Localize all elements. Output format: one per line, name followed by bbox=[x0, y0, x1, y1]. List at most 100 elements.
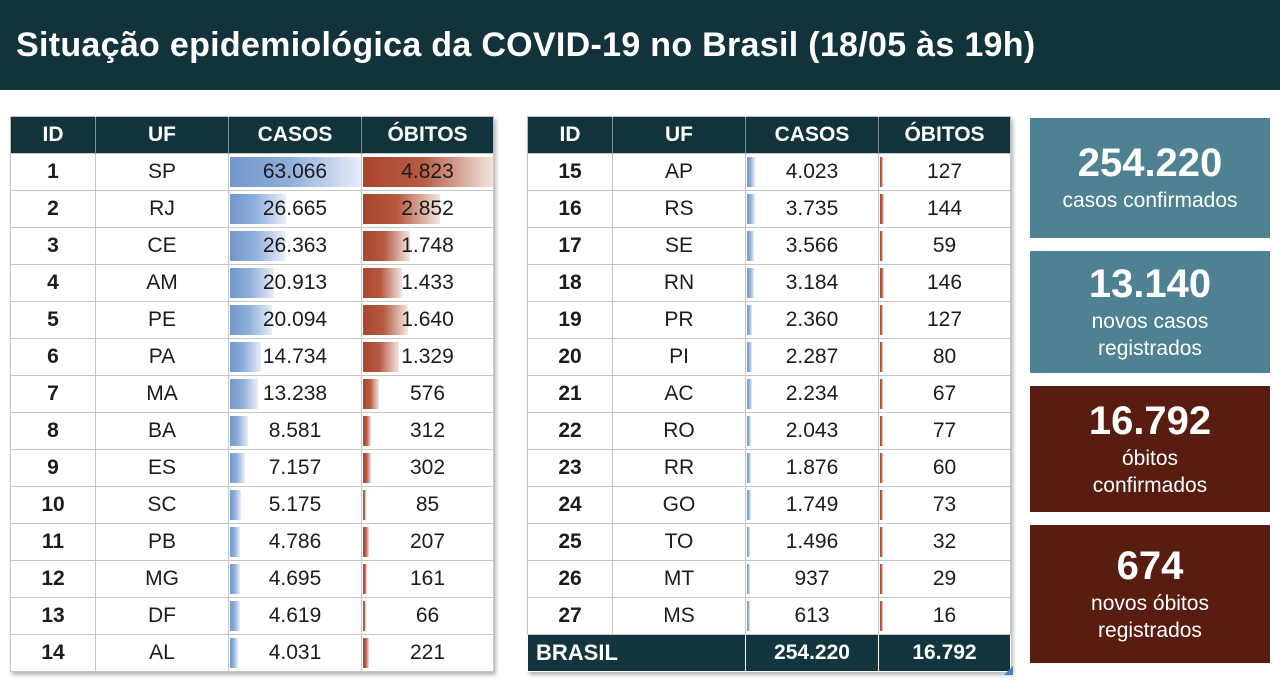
casos-cell: 26.665 bbox=[228, 190, 362, 228]
casos-bar bbox=[747, 379, 752, 409]
uf-cell: RN bbox=[612, 264, 746, 302]
obitos-bar bbox=[363, 527, 369, 557]
card-label: novos óbitos registrados bbox=[1091, 591, 1209, 642]
obitos-value: 576 bbox=[409, 382, 446, 405]
casos-bar bbox=[230, 157, 361, 187]
obitos-bar bbox=[880, 157, 884, 187]
casos-cell: 3.566 bbox=[745, 227, 879, 265]
obitos-cell: 161 bbox=[361, 560, 494, 598]
id-cell: 3 bbox=[10, 227, 96, 265]
summary-card-3: 16.792 óbitos confirmados bbox=[1030, 386, 1270, 512]
uf-cell: AP bbox=[612, 153, 746, 191]
id-cell: 13 bbox=[10, 597, 96, 635]
id-cell: 8 bbox=[10, 412, 96, 450]
uf-cell: GO bbox=[612, 486, 746, 524]
column-header-casos: CASOS bbox=[745, 116, 879, 154]
table-row: 8 BA 8.581 312 bbox=[10, 412, 494, 450]
casos-bar bbox=[230, 194, 286, 224]
casos-value: 4.695 bbox=[268, 567, 322, 590]
casos-bar bbox=[230, 379, 258, 409]
obitos-cell: 207 bbox=[361, 523, 494, 561]
casos-value: 1.496 bbox=[785, 530, 839, 553]
id-cell: 12 bbox=[10, 560, 96, 598]
casos-bar bbox=[230, 231, 286, 261]
table-row: 24 GO 1.749 73 bbox=[527, 486, 1011, 524]
obitos-bar bbox=[363, 379, 379, 409]
id-cell: 26 bbox=[527, 560, 613, 598]
card-value: 674 bbox=[1116, 543, 1184, 588]
casos-cell: 613 bbox=[745, 597, 879, 635]
card-label: novos casos registrados bbox=[1091, 309, 1209, 360]
obitos-cell: 29 bbox=[878, 560, 1011, 598]
casos-cell: 63.066 bbox=[228, 153, 362, 191]
table-row: 7 MA 13.238 576 bbox=[10, 375, 494, 413]
obitos-bar bbox=[880, 342, 883, 372]
casos-bar bbox=[747, 305, 752, 335]
casos-cell: 26.363 bbox=[228, 227, 362, 265]
table-row: 3 CE 26.363 1.748 bbox=[10, 227, 494, 265]
casos-cell: 4.023 bbox=[745, 153, 879, 191]
casos-value: 63.066 bbox=[262, 160, 328, 183]
table-row: 4 AM 20.913 1.433 bbox=[10, 264, 494, 302]
obitos-value: 146 bbox=[926, 271, 963, 294]
casos-bar bbox=[747, 453, 751, 483]
table-row: 27 MS 613 16 bbox=[527, 597, 1011, 635]
uf-cell: PA bbox=[95, 338, 229, 376]
table-row: 19 PR 2.360 127 bbox=[527, 301, 1011, 339]
states-table: ID UF CASOS ÓBITOS 1 SP 63.066 4.823 2 RJ 26.665 2.… bbox=[10, 116, 494, 672]
obitos-cell: 1.433 bbox=[361, 264, 494, 302]
casos-bar bbox=[747, 231, 755, 261]
uf-cell: PB bbox=[95, 523, 229, 561]
casos-cell: 1.876 bbox=[745, 449, 879, 487]
table-row: 9 ES 7.157 302 bbox=[10, 449, 494, 487]
casos-bar bbox=[747, 268, 754, 298]
uf-cell: RO bbox=[612, 412, 746, 450]
summary-cards: 254.220 casos confirmados 13.140 novos caso… bbox=[1030, 118, 1270, 663]
obitos-cell: 66 bbox=[361, 597, 494, 635]
obitos-bar bbox=[363, 268, 402, 298]
casos-value: 20.094 bbox=[262, 308, 328, 331]
obitos-value: 207 bbox=[409, 530, 446, 553]
obitos-value: 32 bbox=[932, 530, 957, 553]
obitos-cell: 80 bbox=[878, 338, 1011, 376]
table-row: 1 SP 63.066 4.823 bbox=[10, 153, 494, 191]
casos-value: 1.749 bbox=[785, 493, 839, 516]
casos-cell: 2.360 bbox=[745, 301, 879, 339]
states-table-left: ID UF CASOS ÓBITOS 1 SP 63.066 4.823 2 RJ 26.665 2.… bbox=[10, 116, 494, 672]
casos-bar bbox=[747, 342, 752, 372]
casos-value: 26.363 bbox=[262, 234, 328, 257]
casos-cell: 2.043 bbox=[745, 412, 879, 450]
obitos-value: 16 bbox=[932, 604, 957, 627]
id-cell: 18 bbox=[527, 264, 613, 302]
obitos-bar bbox=[363, 453, 372, 483]
id-cell: 19 bbox=[527, 301, 613, 339]
obitos-bar bbox=[880, 416, 883, 446]
table-row: 13 DF 4.619 66 bbox=[10, 597, 494, 635]
table-body: 15 AP 4.023 127 16 RS 3.735 144 17 SE 3.566 59 18 RN 3… bbox=[527, 153, 1011, 672]
uf-cell: RR bbox=[612, 449, 746, 487]
casos-bar bbox=[230, 601, 240, 631]
obitos-bar bbox=[363, 564, 368, 594]
uf-cell: RJ bbox=[95, 190, 229, 228]
obitos-value: 302 bbox=[409, 456, 446, 479]
casos-bar bbox=[230, 564, 240, 594]
id-cell: 17 bbox=[527, 227, 613, 265]
casos-value: 5.175 bbox=[268, 493, 322, 516]
obitos-cell: 1.640 bbox=[361, 301, 494, 339]
obitos-cell: 16 bbox=[878, 597, 1011, 635]
casos-cell: 4.695 bbox=[228, 560, 362, 598]
casos-bar bbox=[230, 453, 245, 483]
casos-bar bbox=[230, 638, 239, 668]
table-row: 11 PB 4.786 207 bbox=[10, 523, 494, 561]
uf-cell: AC bbox=[612, 375, 746, 413]
page-title: Situação epidemiológica da COVID-19 no B… bbox=[16, 25, 1036, 64]
uf-cell: PR bbox=[612, 301, 746, 339]
card-label: óbitos confirmados bbox=[1092, 446, 1208, 497]
obitos-bar bbox=[880, 564, 883, 594]
casos-cell: 20.913 bbox=[228, 264, 362, 302]
obitos-value: 221 bbox=[409, 641, 446, 664]
table-row: 17 SE 3.566 59 bbox=[527, 227, 1011, 265]
states-table: ID UF CASOS ÓBITOS 15 AP 4.023 127 16 RS 3.735 144 1… bbox=[527, 116, 1011, 672]
casos-cell: 2.287 bbox=[745, 338, 879, 376]
